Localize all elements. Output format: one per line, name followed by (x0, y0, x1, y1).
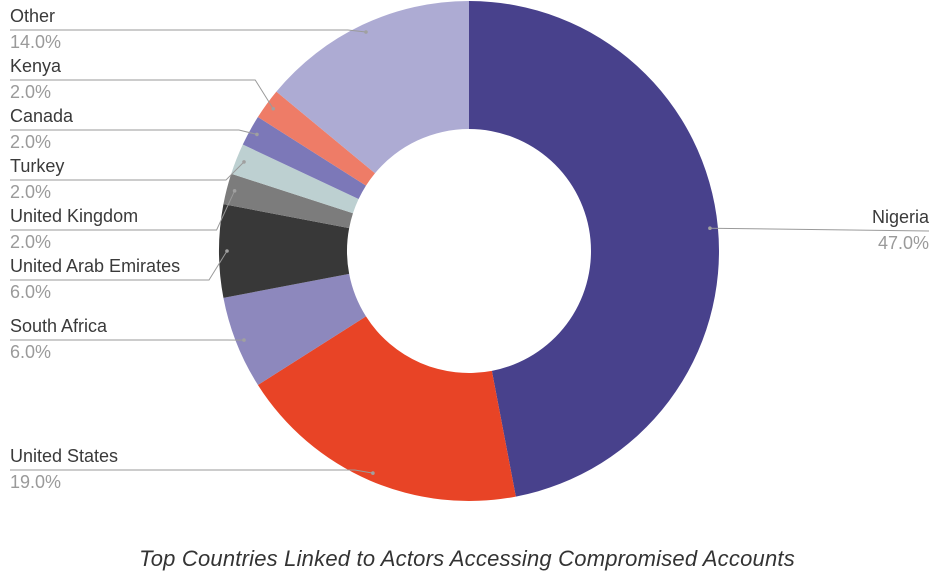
slice-south-africa (223, 273, 366, 385)
label-nigeria: Nigeria (872, 207, 930, 227)
value-label-other: 14.0% (10, 32, 61, 52)
value-label-south-africa: 6.0% (10, 342, 51, 362)
value-label-kenya: 2.0% (10, 82, 51, 102)
leader-dot-united-states (371, 471, 375, 475)
slice-kenya (257, 91, 375, 186)
leader-line-united-states (10, 469, 373, 474)
value-label-united-arab-emirates: 6.0% (10, 282, 51, 302)
slice-united-arab-emirates (219, 204, 350, 298)
leader-line-nigeria (709, 227, 930, 232)
leader-lines (10, 29, 930, 475)
slice-united-kingdom (223, 173, 353, 229)
value-label-united-kingdom: 2.0% (10, 232, 51, 252)
leader-line-kenya (10, 79, 274, 110)
label-south-africa: South Africa (10, 316, 108, 336)
value-label-united-states: 19.0% (10, 472, 61, 492)
label-kenya: Kenya (10, 56, 62, 76)
label-united-arab-emirates: United Arab Emirates (10, 256, 180, 276)
label-united-states: United States (10, 446, 118, 466)
leader-line-other (10, 29, 367, 33)
label-turkey: Turkey (10, 156, 64, 176)
leader-line-united-kingdom (10, 190, 236, 231)
label-other: Other (10, 6, 55, 26)
chart-caption: Top Countries Linked to Actors Accessing… (139, 546, 795, 571)
slice-turkey (231, 144, 359, 214)
value-label-turkey: 2.0% (10, 182, 51, 202)
leader-dot-south-africa (242, 338, 246, 342)
leader-dot-nigeria (708, 226, 712, 231)
slice-nigeria (469, 1, 720, 497)
leader-dot-kenya (271, 106, 276, 111)
value-label-nigeria: 47.0% (878, 233, 929, 253)
leader-dot-other (364, 30, 368, 34)
leader-dot-united-arab-emirates (225, 249, 229, 253)
slice-united-states (257, 316, 516, 501)
leader-line-united-arab-emirates (10, 250, 228, 281)
slice-labels: Nigeria 47.0% United States 19.0% South Afri… (10, 6, 930, 492)
leader-line-turkey (10, 161, 245, 181)
leader-dot-turkey (242, 160, 246, 164)
leader-dot-canada (255, 132, 259, 137)
slice-canada (242, 117, 366, 200)
value-label-canada: 2.0% (10, 132, 51, 152)
leader-line-canada (10, 129, 258, 135)
label-canada: Canada (10, 106, 74, 126)
leader-dot-united-kingdom (232, 189, 237, 193)
slice-other (276, 1, 469, 174)
donut-slices (219, 1, 720, 501)
label-united-kingdom: United Kingdom (10, 206, 138, 226)
